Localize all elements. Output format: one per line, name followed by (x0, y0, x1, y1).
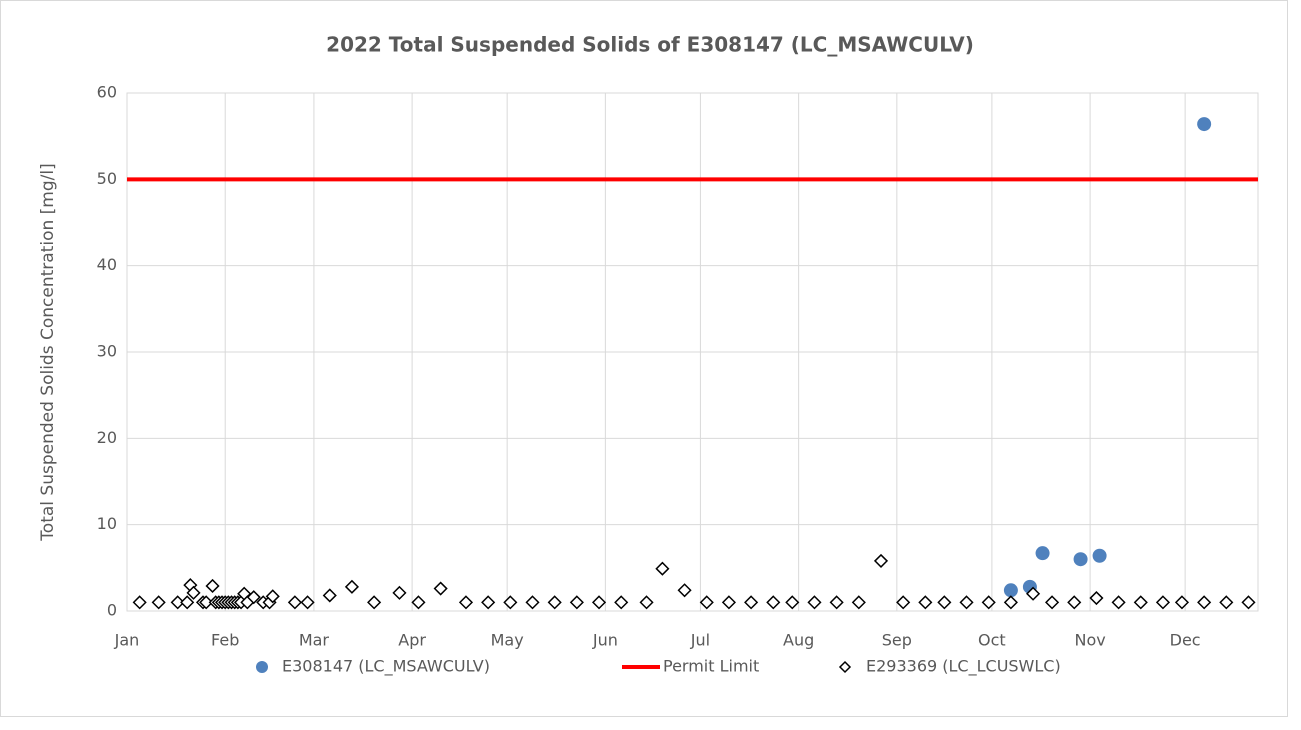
point (287, 595, 302, 610)
x-tick-label: Jun (592, 631, 618, 650)
point (411, 595, 426, 610)
point (1003, 583, 1018, 598)
point (344, 579, 359, 594)
point (744, 595, 759, 610)
point (1092, 548, 1107, 563)
point (481, 595, 496, 610)
x-tick-label: Oct (978, 631, 1006, 650)
x-tick-label: Jan (114, 631, 140, 650)
chart-title: 2022 Total Suspended Solids of E308147 (… (326, 33, 974, 57)
point (1089, 590, 1104, 606)
point (1219, 595, 1234, 610)
point (1197, 595, 1212, 610)
y-tick-label: 10 (97, 514, 117, 533)
point (918, 595, 933, 610)
legend-swatch (838, 660, 852, 674)
point (322, 588, 337, 603)
x-tick-label: Nov (1074, 631, 1105, 650)
point (300, 595, 315, 610)
x-tick-label: Dec (1170, 631, 1201, 650)
x-tick-label: Jul (690, 631, 710, 650)
x-tick-label: Apr (398, 631, 426, 650)
point (1133, 595, 1148, 610)
legend-label: E293369 (LC_LCUSWLC) (866, 657, 1061, 677)
point (937, 595, 952, 610)
point (639, 595, 654, 610)
point (503, 595, 518, 610)
point (873, 553, 889, 568)
point (132, 595, 147, 610)
legend-label: E308147 (LC_MSAWCULV) (282, 657, 490, 677)
point (981, 595, 996, 610)
point (180, 595, 195, 610)
point (1026, 586, 1041, 601)
x-tick-label: Aug (783, 631, 814, 650)
y-tick-label: 40 (97, 255, 117, 274)
y-tick-label: 60 (97, 83, 117, 102)
point (525, 595, 540, 610)
point (807, 595, 822, 610)
x-tick-label: May (491, 631, 524, 650)
point (246, 590, 261, 605)
point (959, 595, 974, 610)
point (721, 595, 736, 610)
point (1111, 595, 1126, 610)
point (170, 595, 185, 610)
point (614, 595, 629, 610)
point (199, 595, 214, 610)
legend-label: Permit Limit (663, 657, 759, 676)
plot-border (126, 92, 1259, 612)
point (1155, 595, 1171, 610)
point (1241, 595, 1256, 610)
point (1003, 595, 1018, 610)
point (1035, 546, 1050, 561)
point (186, 585, 201, 600)
point (1067, 595, 1082, 610)
y-tick-label: 0 (107, 601, 117, 620)
legend-swatch (256, 661, 268, 673)
point (785, 595, 800, 610)
point (151, 595, 166, 610)
point (1045, 595, 1060, 610)
point (655, 561, 670, 576)
y-tick-label: 30 (97, 342, 117, 361)
point (205, 578, 220, 594)
point (896, 595, 911, 610)
point (569, 595, 584, 610)
point (547, 595, 562, 610)
point (367, 595, 382, 610)
chart-frame (0, 0, 1288, 717)
point (1197, 117, 1212, 132)
point (1174, 595, 1190, 610)
point (699, 595, 714, 610)
x-tick-label: Feb (211, 631, 239, 650)
point (1073, 552, 1088, 567)
y-tick-label: 50 (97, 169, 117, 188)
point (591, 595, 607, 610)
point (677, 583, 692, 598)
x-tick-label: Mar (299, 631, 330, 650)
point (392, 585, 407, 600)
point (433, 581, 448, 596)
y-tick-label: 20 (97, 428, 117, 447)
point (766, 595, 781, 610)
point (829, 595, 844, 610)
point (851, 595, 866, 610)
point (458, 595, 474, 610)
x-tick-label: Sep (882, 631, 912, 650)
y-axis-label: Total Suspended Solids Concentration [mg… (38, 163, 58, 541)
point (265, 589, 280, 604)
